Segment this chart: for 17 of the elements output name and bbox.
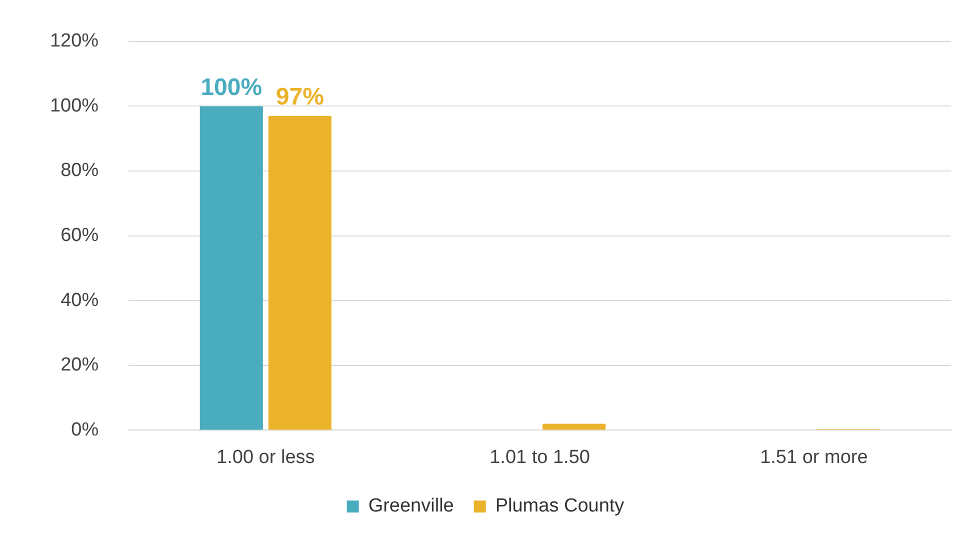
legend-label: Greenville <box>368 496 454 517</box>
y-tick-label: 20% <box>60 354 99 376</box>
x-tick-label: 1.51 or more <box>760 446 868 468</box>
data-label: 97% <box>276 84 324 111</box>
data-label: 100% <box>200 74 262 101</box>
bar <box>200 106 263 430</box>
bar <box>268 116 332 430</box>
y-tick-label: 60% <box>60 225 99 246</box>
x-tick-label: 1.01 to 1.50 <box>490 446 590 468</box>
y-tick-label: 100% <box>50 95 99 116</box>
y-tick-label: 80% <box>60 160 99 182</box>
y-tick-label: 40% <box>60 290 99 311</box>
legend-label: Plumas County <box>495 496 625 517</box>
y-tick-label: 0% <box>71 419 99 440</box>
bar <box>542 424 606 430</box>
x-tick-label: 1.00 or less <box>216 446 315 468</box>
y-tick-label: 120% <box>50 30 99 52</box>
